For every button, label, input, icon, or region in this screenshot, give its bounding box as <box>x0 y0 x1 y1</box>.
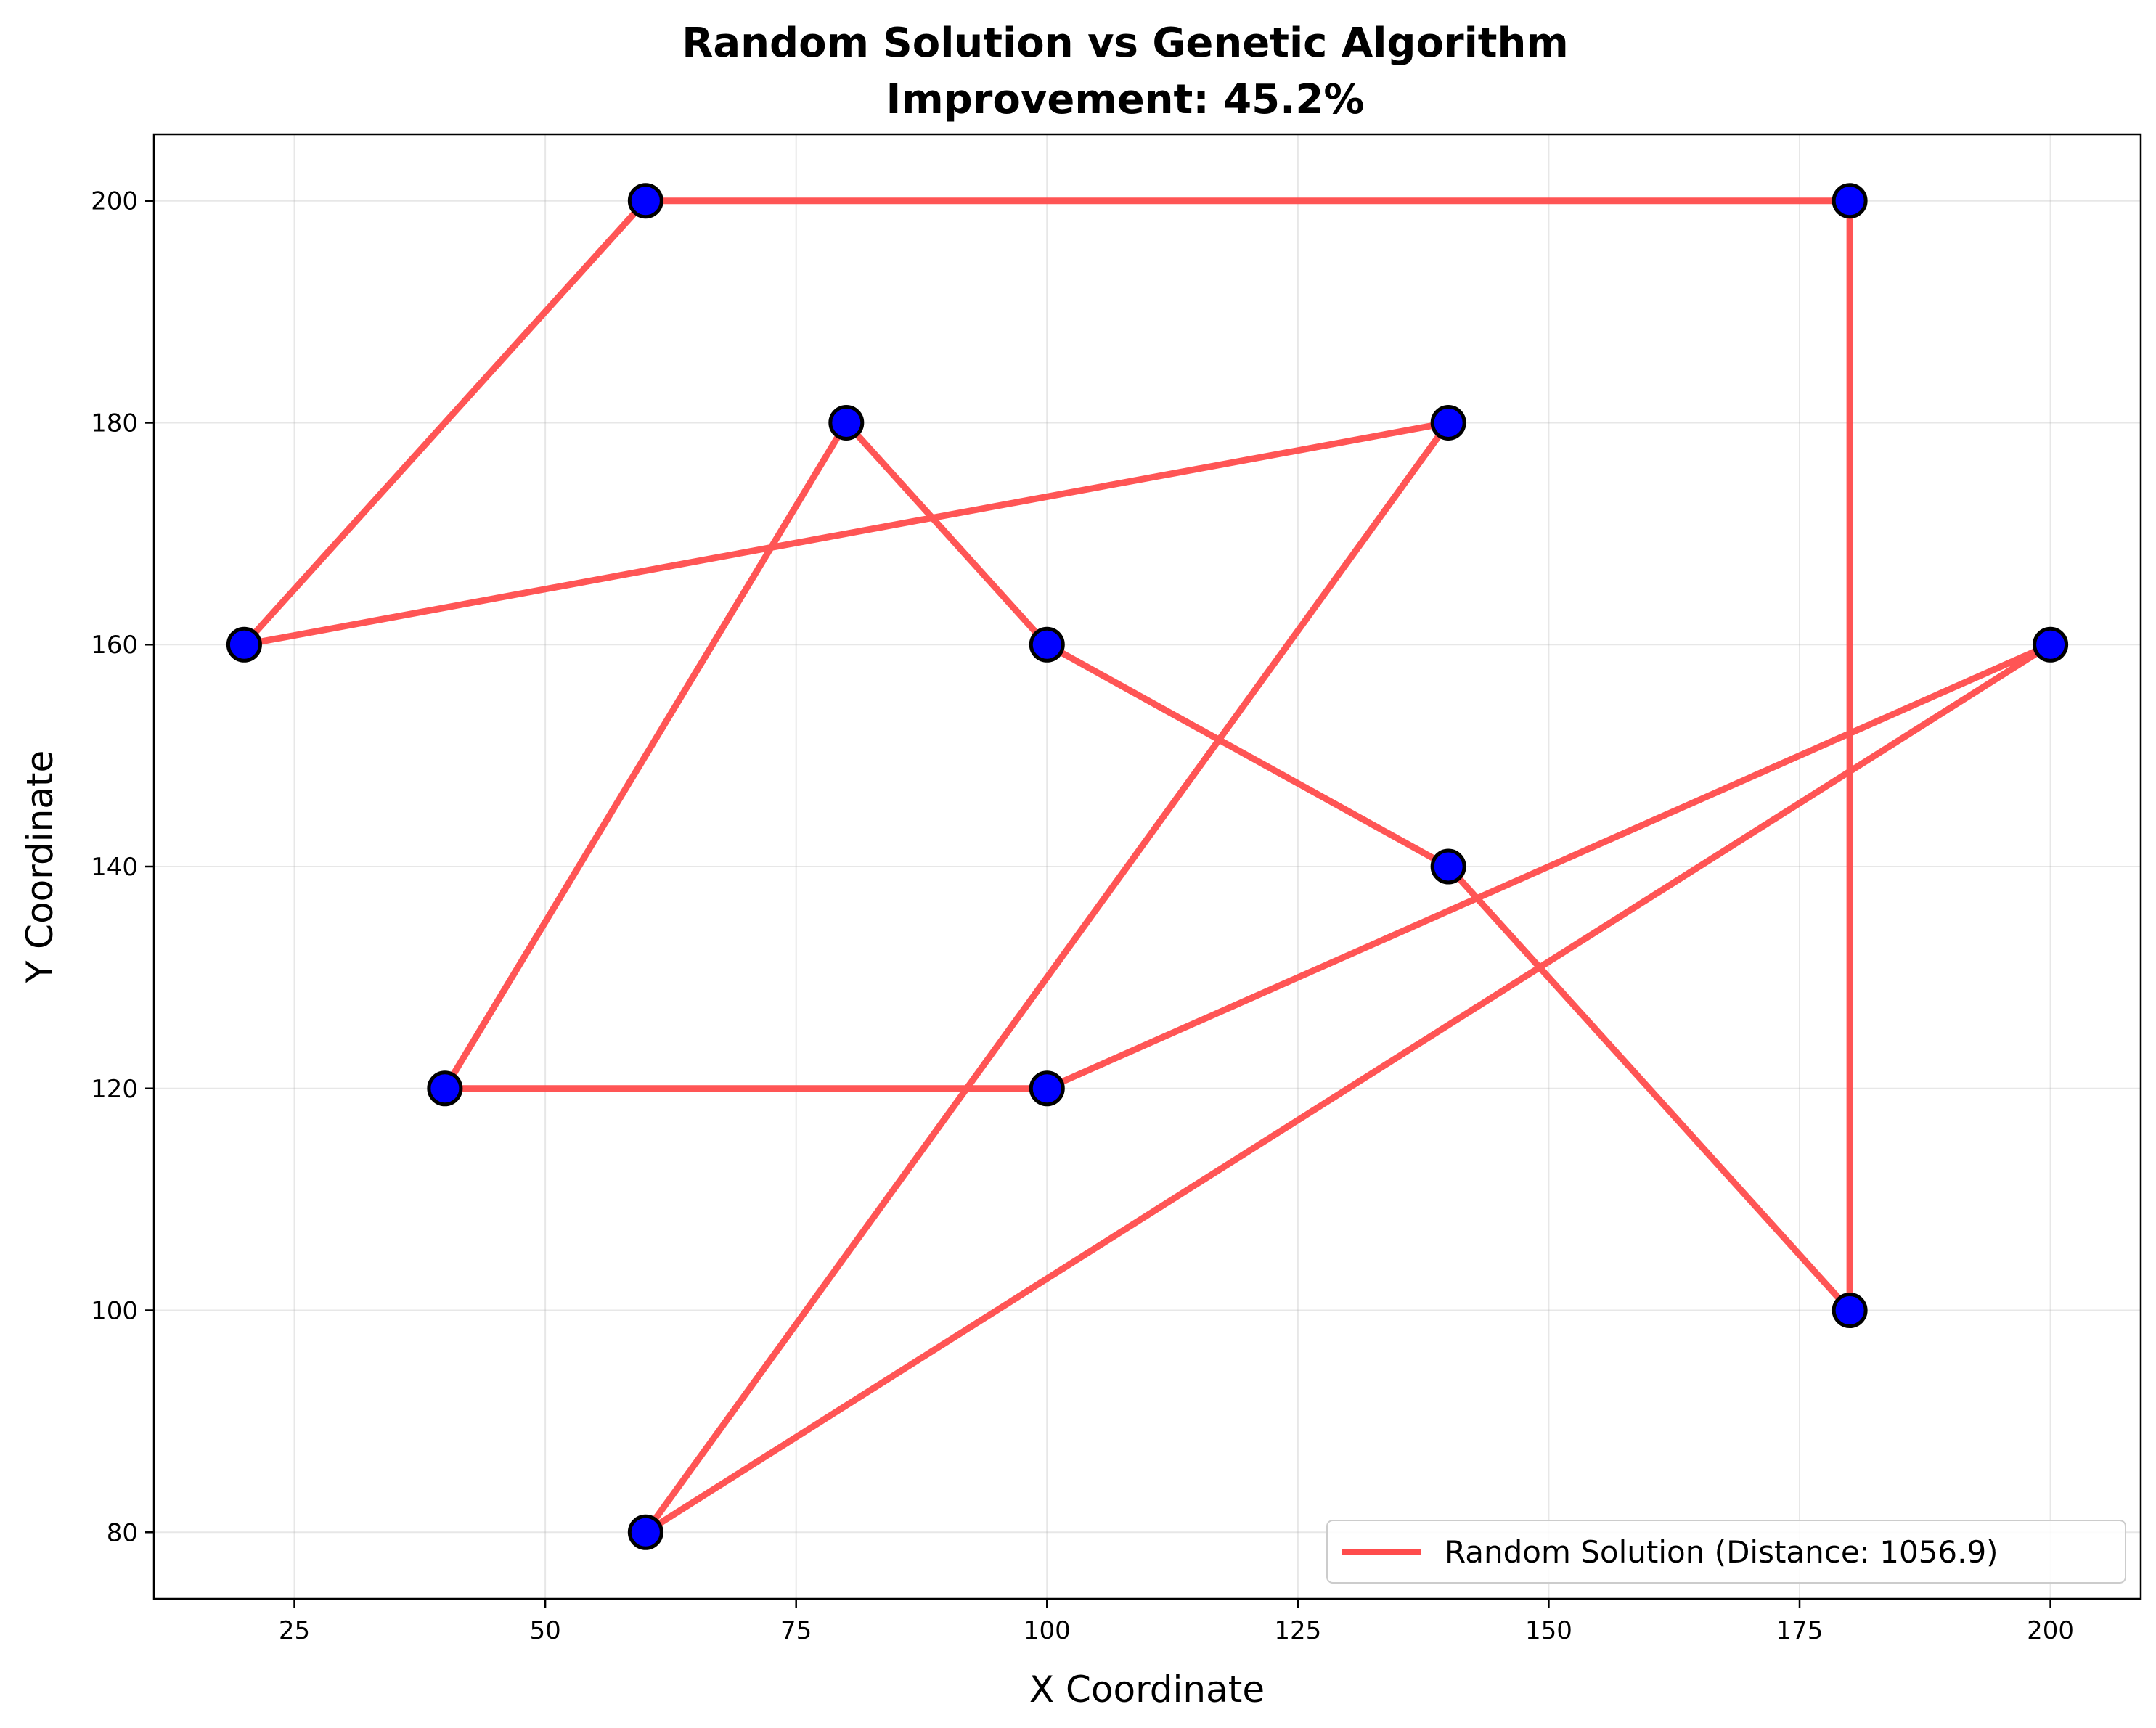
y-axis-label: Y Coordinate <box>19 750 61 984</box>
legend: Random Solution (Distance: 1056.9) <box>1326 1520 2126 1584</box>
y-tick-label: 100 <box>91 1297 138 1326</box>
x-tick-label: 25 <box>279 1616 310 1645</box>
city-points <box>226 183 2069 1550</box>
chart-title: Random Solution vs Genetic Algorithm <box>682 20 1569 67</box>
chart-subtitle: Improvement: 45.2% <box>886 76 1365 123</box>
city-point <box>1430 848 1466 885</box>
city-point <box>627 183 663 219</box>
x-tick-label: 175 <box>1776 1616 1824 1645</box>
x-tick-label: 150 <box>1525 1616 1572 1645</box>
x-tick-label: 50 <box>529 1616 560 1645</box>
x-tick-label: 75 <box>780 1616 812 1645</box>
x-tick-label: 125 <box>1274 1616 1321 1645</box>
y-tick-label: 180 <box>91 409 138 438</box>
city-point <box>1430 404 1466 441</box>
x-axis-label: X Coordinate <box>1029 1668 1265 1711</box>
x-tick-label: 100 <box>1024 1616 1071 1645</box>
y-tick-label: 80 <box>107 1518 138 1547</box>
y-tick-label: 120 <box>91 1075 138 1104</box>
legend-box <box>1326 1520 2126 1584</box>
city-point <box>1832 183 1868 219</box>
city-point <box>1832 1293 1868 1329</box>
y-tick-label: 160 <box>91 631 138 660</box>
y-tick-label: 140 <box>91 853 138 882</box>
city-point <box>1029 626 1065 663</box>
ticks: 25 50 75 100 125 150 175 200 80 100 120 140 160 180 20… <box>91 187 2074 1645</box>
legend-entry-random-solution: Random Solution (Distance: 1056.9) <box>1445 1534 1998 1570</box>
city-point <box>1029 1070 1065 1107</box>
y-tick-label: 200 <box>91 187 138 216</box>
x-tick-label: 200 <box>2027 1616 2074 1645</box>
city-point <box>427 1070 463 1107</box>
city-point <box>226 626 262 663</box>
city-point <box>828 404 865 441</box>
city-point <box>627 1514 663 1550</box>
city-point <box>2033 626 2069 663</box>
